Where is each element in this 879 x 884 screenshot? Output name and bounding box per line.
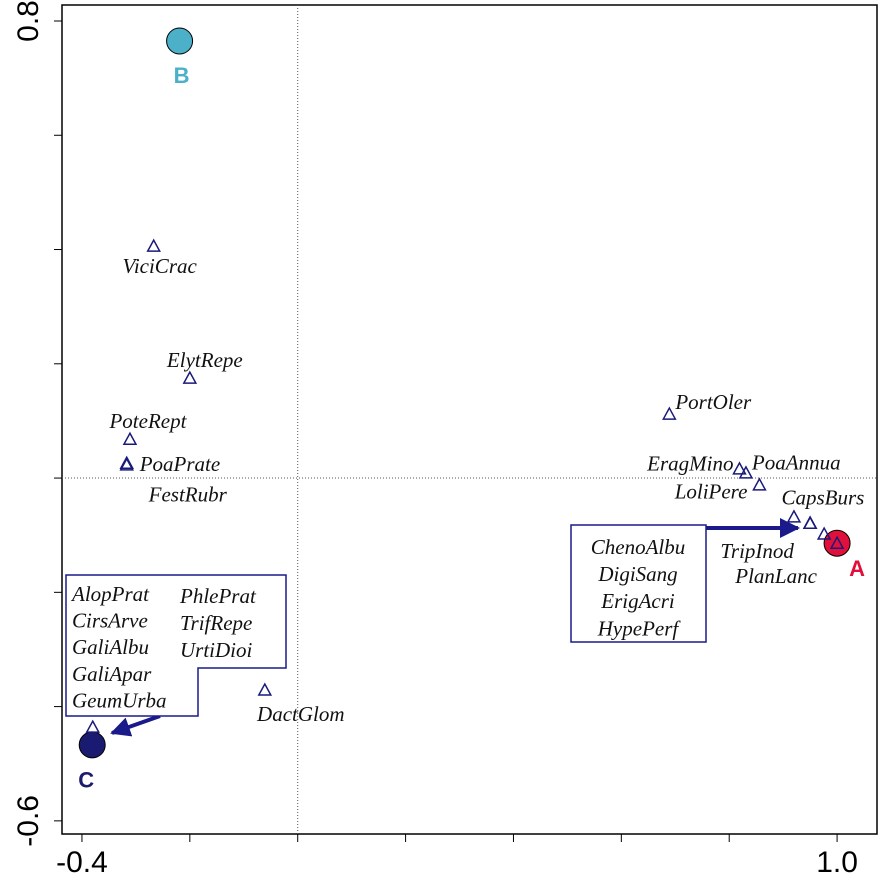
- x-tick-label: -0.4: [56, 846, 108, 879]
- x-tick-label: 1.0: [816, 846, 858, 879]
- species-point: [146, 238, 161, 252]
- species-point: [182, 370, 198, 384]
- species-label: HypePerf: [597, 616, 682, 640]
- species-label: ElytRepe: [166, 348, 243, 372]
- species-label: TripInod: [720, 539, 794, 563]
- label-box: [570, 524, 707, 643]
- species-point: [662, 406, 677, 420]
- species-label: FestRubr: [148, 483, 228, 507]
- species-label: LoliPere: [674, 480, 748, 504]
- arrows: [65, 518, 800, 737]
- species-point: [802, 515, 818, 529]
- species-point: [738, 465, 754, 479]
- species-label: PhlePrat: [179, 584, 257, 608]
- species-point: [802, 515, 818, 529]
- species-label: ViciCrac: [123, 254, 198, 278]
- species-label: PoaPrate: [139, 452, 220, 476]
- species-label: DigiSang: [597, 562, 677, 586]
- species-point: [732, 461, 747, 475]
- species-point: [122, 431, 138, 445]
- site-label: A: [849, 556, 865, 581]
- arrow: [110, 714, 161, 737]
- species-label: ChenoAlbu: [591, 535, 686, 559]
- species-label: AlopPrat: [70, 582, 150, 606]
- species-label: GaliApar: [72, 662, 152, 686]
- site-point: [78, 731, 106, 759]
- y-tick-label: -0.6: [12, 795, 45, 847]
- species-label: TrifRepe: [180, 611, 252, 635]
- site-label: C: [78, 768, 94, 793]
- species-point: [829, 535, 845, 549]
- site-label: B: [174, 63, 190, 88]
- species-point: [119, 455, 134, 469]
- species-label: PlanLanc: [734, 564, 817, 588]
- species-point: [786, 509, 802, 523]
- species-label: PoaAnnua: [751, 451, 841, 475]
- species-label: ErigAcri: [600, 589, 675, 613]
- species-label: CapsBurs: [782, 486, 865, 510]
- site-point: [166, 27, 194, 55]
- species-point: [802, 515, 818, 529]
- label-box: [65, 574, 287, 717]
- species-point: [816, 526, 832, 540]
- site-point: [823, 529, 851, 557]
- species-point: [85, 736, 101, 750]
- plot-frame: [61, 4, 878, 835]
- species-label: PoteRept: [108, 409, 187, 433]
- y-tick-label: 0.8: [12, 0, 45, 42]
- species-point: [752, 477, 767, 491]
- species-point: [119, 457, 134, 471]
- species-label: CirsArve: [72, 609, 148, 633]
- species-point: [802, 515, 818, 529]
- species-point: [257, 682, 273, 696]
- species-label: GeumUrba: [72, 689, 167, 713]
- species-label: EragMino: [646, 452, 733, 476]
- species-label: GaliAlbu: [72, 635, 149, 659]
- species-point: [85, 719, 101, 733]
- species-label: DactGlom: [256, 702, 345, 726]
- species-label: UrtiDioi: [180, 638, 253, 662]
- species-label: PortOler: [674, 390, 752, 414]
